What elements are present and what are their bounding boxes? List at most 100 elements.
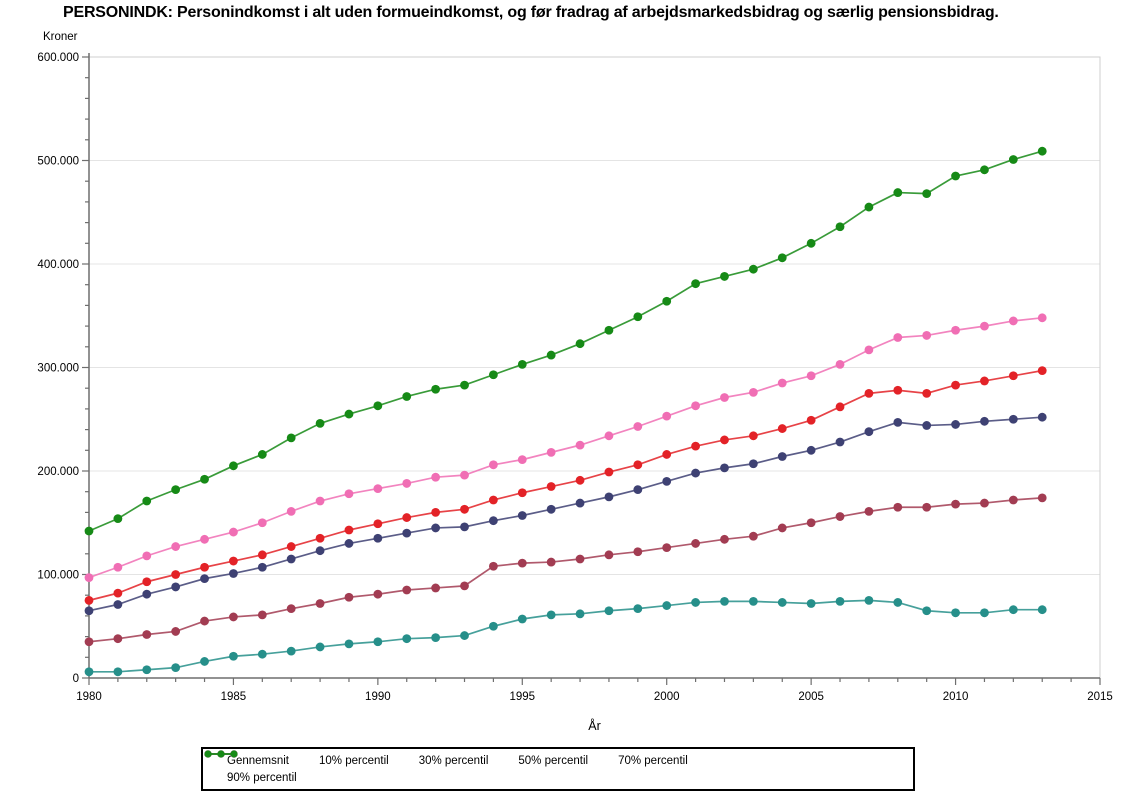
- legend-label: 10% percentil: [319, 754, 389, 767]
- data-point: [171, 663, 181, 673]
- data-point: [748, 264, 758, 274]
- data-point: [113, 600, 123, 609]
- data-point: [633, 547, 643, 557]
- data-point: [748, 597, 758, 606]
- data-point: [257, 610, 267, 620]
- data-point: [84, 606, 94, 616]
- data-point: [344, 539, 354, 548]
- data-point: [200, 562, 209, 572]
- data-point: [893, 417, 903, 427]
- y-tick-label: 500.000: [37, 156, 79, 168]
- data-point: [84, 637, 94, 647]
- data-point: [662, 450, 672, 459]
- series-line: [88, 369, 1043, 602]
- data-point: [257, 562, 267, 572]
- data-point: [575, 475, 585, 485]
- data-point: [402, 634, 412, 644]
- data-point: [777, 424, 787, 433]
- data-point: [489, 561, 498, 571]
- data-point: [257, 649, 267, 659]
- data-point: [229, 651, 238, 661]
- x-tick-label: 2005: [798, 691, 824, 703]
- data-point: [633, 460, 643, 470]
- data-point: [517, 455, 527, 465]
- data-point: [662, 543, 672, 552]
- data-point: [980, 321, 989, 331]
- series-line: [88, 416, 1043, 612]
- data-point: [229, 461, 238, 471]
- data-point: [922, 606, 932, 616]
- data-point: [662, 296, 672, 306]
- data-point: [460, 522, 469, 532]
- data-point: [200, 616, 209, 626]
- data-point: [373, 533, 383, 543]
- data-point: [604, 467, 614, 477]
- x-axis: 1980 1985 1990 1995 2000 2005 2010 2015 År: [76, 677, 1113, 733]
- legend-marker-icon: [204, 750, 238, 758]
- data-point: [633, 604, 643, 614]
- data-point: [84, 595, 94, 605]
- data-point: [517, 511, 527, 520]
- data-point: [777, 523, 787, 533]
- data-point: [604, 325, 614, 335]
- data-point: [604, 606, 614, 616]
- data-point: [806, 238, 816, 248]
- data-point: [604, 550, 614, 560]
- chart-title: PERSONINDK: Personindkomst i alt uden fo…: [63, 4, 999, 21]
- data-point: [460, 581, 469, 591]
- legend-item-50-percentil: 50% percentil: [204, 750, 589, 767]
- data-point: [1008, 371, 1018, 381]
- data-point: [84, 573, 94, 583]
- data-point: [748, 431, 758, 441]
- series-gennemsnit: [84, 366, 1047, 605]
- data-point: [546, 610, 556, 620]
- data-point: [1008, 605, 1018, 615]
- data-point: [864, 506, 874, 516]
- data-point: [806, 599, 816, 608]
- x-tick-label: 1980: [76, 691, 102, 703]
- data-point: [864, 427, 874, 437]
- data-point: [1037, 313, 1047, 323]
- data-point: [835, 437, 845, 447]
- data-point: [229, 612, 238, 622]
- data-point: [373, 519, 383, 529]
- data-point: [662, 476, 672, 486]
- data-point: [806, 445, 816, 455]
- data-point: [864, 202, 874, 212]
- legend-item-90-percentil: 90% percentil: [204, 750, 297, 784]
- data-point: [142, 589, 152, 599]
- data-point: [460, 631, 469, 640]
- y-tick-label: 400.000: [37, 259, 79, 271]
- data-point: [460, 470, 469, 480]
- data-point: [200, 534, 209, 544]
- data-point: [257, 450, 267, 459]
- data-point: [575, 498, 585, 508]
- data-point: [748, 387, 758, 397]
- data-point: [286, 554, 296, 564]
- data-point: [662, 601, 672, 610]
- x-tick-label: 2010: [943, 691, 969, 703]
- data-point: [142, 496, 152, 506]
- data-point: [517, 488, 527, 498]
- data-point: [691, 539, 700, 548]
- data-point: [951, 608, 960, 618]
- data-point: [806, 415, 816, 425]
- series-90-percentil: [84, 146, 1047, 536]
- data-point: [922, 331, 932, 340]
- series-30-percentil: [84, 493, 1047, 647]
- data-point: [864, 595, 874, 605]
- data-point: [344, 525, 354, 535]
- data-point: [575, 339, 585, 349]
- data-point: [546, 557, 556, 567]
- legend-label: Gennemsnit: [227, 754, 290, 767]
- data-point: [431, 633, 441, 643]
- data-point: [893, 188, 903, 197]
- data-point: [344, 639, 354, 649]
- data-point: [691, 401, 700, 411]
- legend-label: 50% percentil: [518, 754, 589, 767]
- data-point: [748, 531, 758, 541]
- data-point: [633, 485, 643, 495]
- data-point: [575, 440, 585, 450]
- data-point: [951, 171, 960, 181]
